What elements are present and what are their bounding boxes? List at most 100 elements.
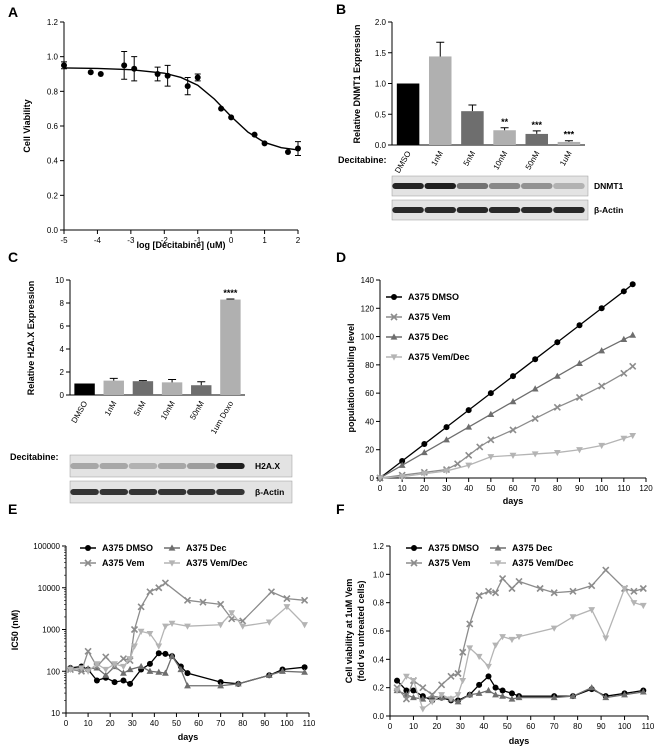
legend-label: A375 Vem/Dec — [512, 558, 574, 568]
data-point — [630, 600, 638, 607]
panel-letter-b: B — [336, 1, 346, 17]
data-point — [550, 589, 558, 597]
y-tick-label: 0.4 — [47, 157, 59, 166]
series-line-a-vem — [379, 365, 634, 479]
data-point — [475, 653, 483, 661]
panel-letter-c: C — [8, 249, 18, 265]
y-tick-label: 0 — [60, 391, 65, 400]
x-tick-label: 2 — [296, 236, 301, 245]
legend-marker — [390, 354, 398, 361]
data-point — [531, 451, 539, 458]
data-point — [499, 687, 506, 694]
x-tick-label: -2 — [161, 236, 169, 245]
data-point — [228, 610, 236, 617]
error-bar — [500, 127, 509, 131]
x-tick-label: -3 — [127, 236, 135, 245]
data-point — [265, 671, 273, 678]
y-tick-label: 20 — [365, 446, 374, 455]
category-label: 1nM — [103, 399, 119, 417]
y-tick-label: 0.4 — [373, 655, 385, 664]
legend-label: A375 Vem/Dec — [186, 558, 248, 568]
x-tick-label: 40 — [464, 484, 473, 493]
series-line-a-vem-dec — [396, 587, 644, 710]
category-label: DMSO — [393, 150, 413, 175]
data-point — [137, 628, 145, 636]
data-point — [447, 696, 455, 703]
data-point — [301, 596, 309, 604]
bar-1nm — [428, 56, 452, 145]
data-point — [126, 656, 134, 663]
data-point — [93, 661, 101, 668]
data-point — [466, 691, 474, 698]
legend-label: A375 Vem — [102, 558, 145, 568]
data-point — [155, 650, 162, 657]
data-point — [419, 706, 427, 713]
blot-band — [520, 207, 553, 213]
data-point — [485, 673, 492, 680]
data-point — [569, 692, 577, 699]
data-point — [598, 305, 605, 312]
error-bar — [532, 130, 541, 134]
x-tick-label: 50 — [503, 722, 512, 731]
data-point — [576, 322, 583, 329]
data-point — [228, 615, 236, 623]
data-point — [508, 636, 516, 644]
data-point — [162, 623, 169, 630]
bar-50nm — [191, 385, 212, 395]
data-point — [184, 623, 191, 630]
legend-marker — [494, 560, 502, 567]
legend-label: A375 Dec — [408, 332, 449, 342]
data-point — [630, 587, 638, 595]
data-point — [61, 62, 67, 69]
y-axis-title: Relative H2A.X Expression — [26, 281, 36, 396]
data-point — [531, 415, 539, 423]
y-tick-label: 0 — [370, 474, 375, 483]
data-point — [602, 635, 610, 642]
y-tick-label: 60 — [365, 389, 374, 398]
x-tick-label: 50 — [172, 719, 181, 728]
x-tick-label: -1 — [194, 236, 202, 245]
data-point — [217, 622, 225, 629]
bar-5nm — [461, 111, 484, 145]
data-point — [421, 441, 428, 448]
x-tick-label: 30 — [456, 722, 465, 731]
bar-10nm — [161, 382, 183, 395]
data-point — [376, 475, 384, 482]
bar-5nm — [132, 381, 154, 395]
data-point — [639, 688, 647, 695]
data-point — [295, 145, 301, 152]
blot-band — [553, 207, 585, 213]
legend-label: A375 DMSO — [102, 543, 153, 553]
data-point — [620, 369, 628, 377]
panel-a: 0.0 0.2 0.4 0.6 0.8 1.0 1.2 -5 -4 -3 -2 -1 0 1 2 Cell V… — [22, 18, 301, 250]
data-point — [155, 668, 163, 675]
data-point — [629, 362, 637, 370]
x-tick-label: 0 — [229, 236, 234, 245]
y-axis-title-line-1: Cell viability at 1uM Vem — [344, 579, 354, 684]
y-axis-title-line-2: (fold vs untreated cells) — [356, 580, 366, 681]
y-axis-title: Cell viability at 1uM Vem (fold vs untrea… — [344, 579, 366, 684]
data-point — [598, 347, 606, 354]
data-point — [120, 663, 127, 671]
bar-1nm — [103, 380, 124, 395]
data-point — [131, 643, 138, 650]
legend-label: A375 DMSO — [428, 543, 479, 553]
category-label: 10nM — [492, 149, 510, 171]
blot-band — [128, 489, 158, 495]
panel-d: 0 20 40 60 80 100 120 140 0 10 20 30 40 50 60 70 80 90 100… — [346, 276, 653, 506]
error-bar — [168, 378, 177, 383]
error-bar — [436, 41, 445, 57]
category-label: 10nM — [159, 399, 177, 421]
data-point — [465, 423, 473, 430]
y-axis-title: population doubling level — [346, 324, 356, 433]
error-bar — [138, 380, 147, 382]
x-tick-label: 10 — [84, 719, 93, 728]
data-point — [509, 426, 517, 434]
bar-dmso — [396, 83, 420, 145]
data-point — [184, 83, 191, 90]
x-tick-label: 100 — [595, 484, 609, 493]
data-point — [508, 695, 516, 702]
data-point — [428, 691, 436, 699]
data-point — [265, 619, 273, 626]
data-point — [536, 584, 544, 593]
